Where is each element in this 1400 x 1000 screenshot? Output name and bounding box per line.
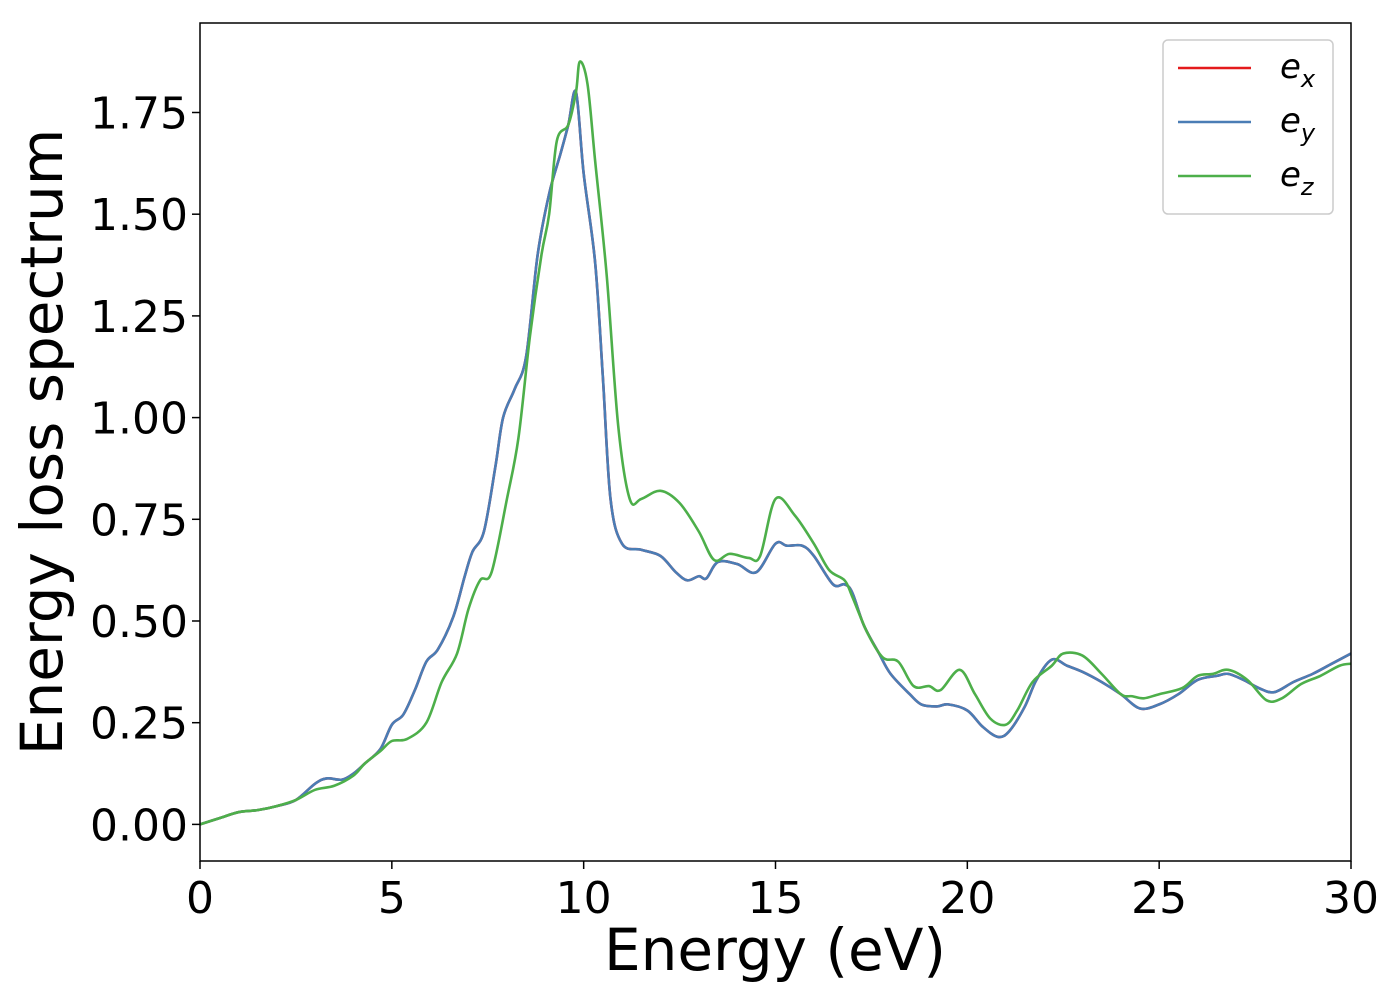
- series-layer: [200, 60, 1351, 826]
- y-tick-label: 0.50: [90, 597, 188, 648]
- y-tick-label: 1.00: [90, 394, 188, 445]
- x-tick-label: 5: [378, 873, 406, 924]
- x-tick-label: 20: [939, 873, 995, 924]
- x-tick-label: 0: [186, 873, 214, 924]
- y-tick-label: 0.25: [90, 699, 188, 750]
- y-tick-label: 0.00: [90, 800, 188, 851]
- x-axis-ticks: 0 5 10 15 20 25 30: [186, 861, 1379, 924]
- legend-entries: ex ey ez: [1178, 47, 1316, 201]
- series-line-e-y: [200, 89, 1351, 826]
- legend-label-e-x: ex: [1280, 47, 1316, 93]
- x-axis-label: Energy (eV): [604, 916, 946, 984]
- y-axis-ticks: 0.00 0.25 0.50 0.75 1.00 1.25 1.50 1.75: [90, 88, 200, 851]
- x-tick-label: 10: [556, 873, 612, 924]
- y-tick-label: 1.50: [90, 190, 188, 241]
- x-tick-label: 25: [1131, 873, 1187, 924]
- y-tick-label: 0.75: [90, 495, 188, 546]
- series-line-e-z: [200, 60, 1351, 826]
- legend: ex ey ez: [1162, 39, 1334, 215]
- plot-background: [200, 23, 1351, 861]
- x-tick-label: 30: [1323, 873, 1379, 924]
- y-tick-label: 1.75: [90, 88, 188, 139]
- legend-box: [1162, 39, 1334, 215]
- y-tick-label: 1.25: [90, 292, 188, 343]
- legend-label-e-y: ey: [1280, 101, 1316, 147]
- x-tick-label: 15: [748, 873, 804, 924]
- legend-label-e-z: ez: [1280, 155, 1315, 201]
- y-axis-label: Energy loss spectrum: [8, 129, 76, 755]
